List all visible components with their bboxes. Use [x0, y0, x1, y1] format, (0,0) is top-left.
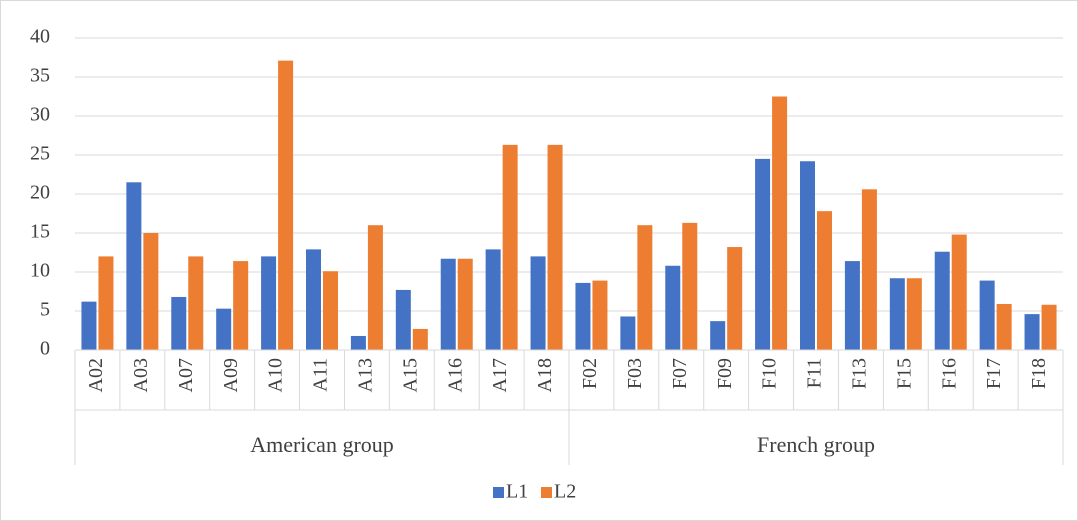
y-tick-label: 20: [30, 182, 50, 204]
bar: [861, 189, 877, 350]
x-tick-label: A18: [534, 358, 556, 392]
bar: [440, 258, 456, 350]
bar: [126, 182, 142, 350]
x-tick-label: A16: [444, 358, 466, 392]
y-tick-label: 35: [30, 65, 50, 87]
bar: [395, 289, 411, 350]
bar: [306, 249, 321, 350]
group-label: American group: [250, 432, 394, 457]
bar: [996, 303, 1012, 350]
legend-swatch: [541, 487, 552, 498]
bar: [575, 282, 591, 350]
x-tick-label: A11: [310, 358, 332, 392]
x-tick-label: F18: [1028, 358, 1050, 389]
bar: [979, 280, 995, 350]
legend-swatch: [493, 487, 504, 498]
x-tick-label: F02: [579, 358, 601, 389]
x-tick-label: F07: [669, 358, 691, 389]
bar: [323, 271, 338, 350]
x-tick-label: F11: [804, 358, 826, 388]
bar: [530, 256, 546, 350]
x-tick-label: A02: [85, 358, 107, 392]
bar: [817, 211, 832, 350]
bar: [188, 256, 204, 350]
bar: [261, 256, 277, 350]
bar: [485, 249, 501, 350]
x-tick-label: A10: [265, 358, 287, 392]
bar: [906, 278, 922, 350]
legend-label: L1: [506, 481, 528, 503]
y-tick-label: 10: [30, 260, 50, 282]
bar: [1041, 304, 1057, 350]
bar: [143, 233, 159, 350]
bar: [934, 251, 950, 350]
bar: [547, 144, 563, 350]
x-tick-label: F17: [983, 358, 1005, 389]
bar: [171, 296, 187, 350]
bar: [637, 225, 653, 350]
y-tick-label: 15: [30, 221, 50, 243]
x-tick-label: A09: [220, 358, 242, 392]
bar: [844, 261, 860, 350]
bar: [233, 261, 249, 350]
bar: [620, 316, 636, 350]
bar: [951, 234, 967, 350]
x-tick-label: A07: [175, 358, 197, 392]
bar: [772, 96, 788, 350]
bar: [278, 60, 294, 351]
legend-label: L2: [554, 481, 576, 503]
y-tick-label: 5: [40, 299, 50, 321]
bar: [457, 258, 473, 350]
y-tick-label: 25: [30, 143, 50, 165]
bar: [350, 335, 366, 350]
x-tick-label: A15: [399, 358, 421, 392]
x-tick-label: A13: [355, 358, 377, 392]
x-tick-label: F10: [759, 358, 781, 389]
bar: [727, 247, 743, 350]
y-tick-label: 0: [40, 338, 50, 360]
y-tick-label: 40: [30, 26, 50, 48]
bar: [216, 308, 232, 350]
bar: [889, 278, 905, 350]
bar: [682, 222, 698, 350]
bar: [98, 256, 114, 350]
y-tick-label: 30: [30, 104, 50, 126]
group-label: French group: [757, 432, 875, 457]
bar: [800, 161, 815, 350]
bar: [1024, 314, 1040, 350]
bar: [710, 321, 726, 350]
bar: [502, 144, 518, 350]
x-tick-label: F09: [714, 358, 736, 389]
x-tick-label: F03: [624, 358, 646, 389]
x-tick-label: F16: [938, 358, 960, 389]
x-tick-label: A03: [130, 358, 152, 392]
x-tick-label: A17: [489, 358, 511, 392]
x-tick-label: F13: [849, 358, 871, 389]
x-tick-label: F15: [893, 358, 915, 389]
bar: [592, 280, 608, 350]
bar: [665, 265, 681, 350]
bar: [81, 301, 97, 350]
bar: [367, 225, 383, 350]
bar: [412, 328, 428, 350]
bar: [755, 158, 771, 350]
